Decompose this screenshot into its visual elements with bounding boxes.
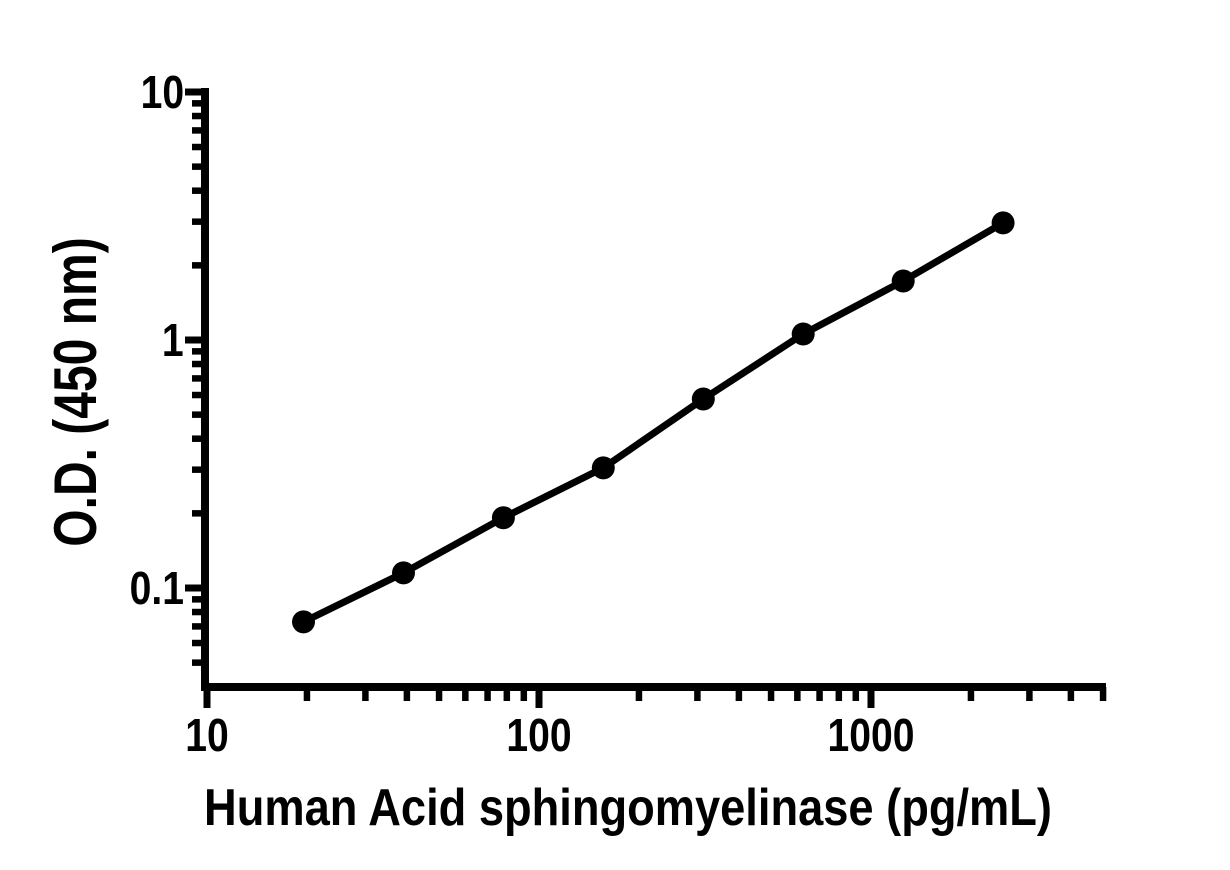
data-point-5	[691, 387, 715, 411]
data-point-6	[791, 322, 815, 346]
y-axis-title: O.D. (450 nm)	[42, 237, 109, 547]
axes-spine	[201, 88, 1106, 691]
data-point-3	[491, 506, 515, 530]
data-point-4	[591, 456, 615, 480]
standard-curve-line	[300, 219, 1007, 626]
x-axis-title: Human Acid sphingomyelinase (pg/mL)	[204, 779, 1052, 837]
data-point-7	[891, 269, 915, 293]
data-point-1	[292, 610, 315, 634]
data-point-2	[392, 561, 415, 585]
data-point-8	[991, 211, 1015, 235]
